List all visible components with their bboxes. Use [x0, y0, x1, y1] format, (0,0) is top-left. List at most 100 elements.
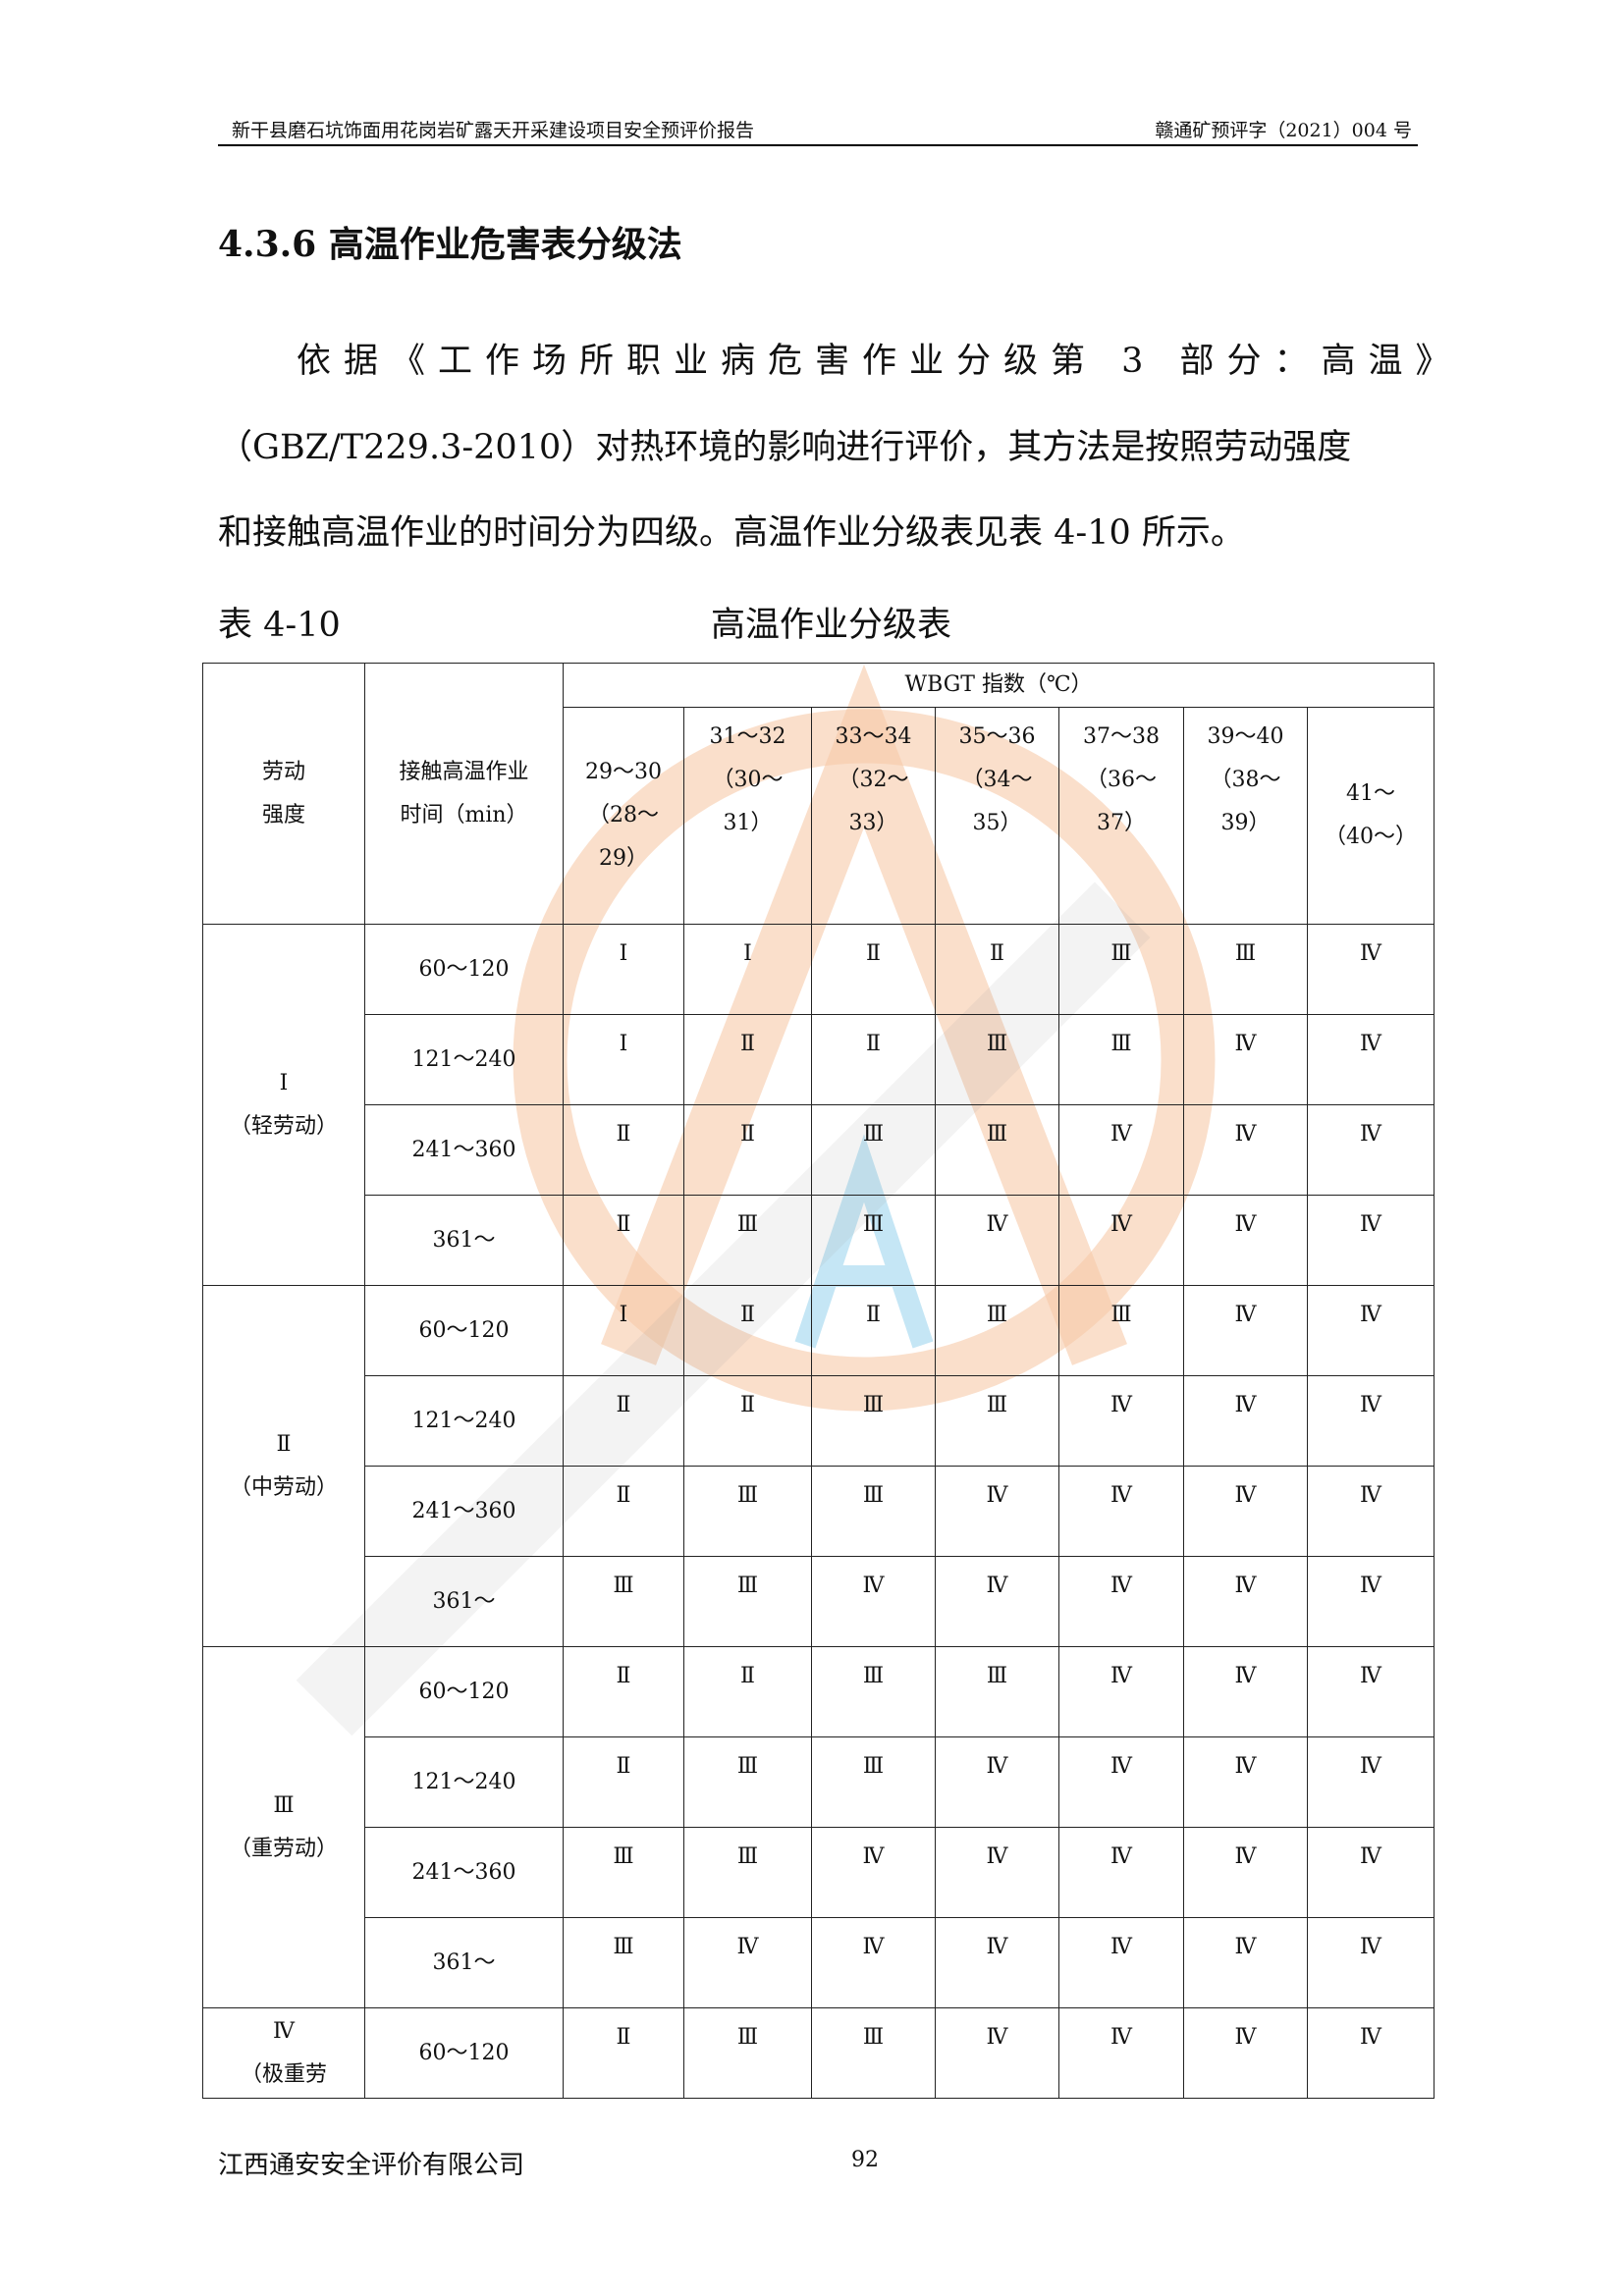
- grade-cell: Ⅲ: [811, 1466, 936, 1557]
- table-row: Ⅲ （重劳动） 60～120 Ⅱ Ⅱ Ⅲ Ⅲ Ⅳ Ⅳ Ⅳ: [202, 1646, 1435, 2008]
- table-row: 121～240 Ⅱ Ⅱ Ⅲ Ⅲ Ⅳ Ⅳ Ⅳ: [203, 1375, 1435, 1467]
- grade-cell: Ⅳ: [1058, 1736, 1184, 1828]
- grade-cell: Ⅲ: [683, 2007, 812, 2099]
- grade-cell: Ⅳ: [1306, 1466, 1435, 1557]
- grade-cell: Ⅱ: [935, 924, 1059, 1015]
- grade-cell: Ⅲ: [1058, 1014, 1184, 1105]
- wbgt-column-header: 33～34 （32～ 33）: [811, 707, 936, 925]
- grade-cell: Ⅳ: [1183, 1375, 1308, 1467]
- grade-cell: Ⅲ: [811, 1195, 936, 1286]
- paragraph-line: 依据《工作场所职业病危害作业分级第 3 部分：高温》: [297, 342, 1463, 381]
- grade-cell: Ⅳ: [1306, 924, 1435, 1015]
- grade-cell: Ⅳ: [935, 1736, 1059, 1828]
- high-temperature-grading-table: 劳动 强度 接触高温作业 时间（min） WBGT 指数（℃） 29～30 （2…: [202, 663, 1435, 2099]
- paragraph-line: （GBZ/T229.3-2010）对热环境的影响进行评价，其方法是按照劳动强度: [218, 428, 1352, 467]
- wbgt-column-header: 37～38 （36～ 37）: [1058, 707, 1184, 925]
- grade-cell: Ⅳ: [935, 2007, 1059, 2099]
- exposure-time-cell: 241～360: [364, 1104, 564, 1196]
- grade-cell: Ⅱ: [563, 2007, 684, 2099]
- grade-cell: Ⅱ: [563, 1466, 684, 1557]
- grade-cell: Ⅳ: [1058, 1466, 1184, 1557]
- grade-cell: Ⅳ: [1183, 1556, 1308, 1647]
- grade-cell: Ⅳ: [1306, 1556, 1435, 1647]
- grade-cell: Ⅳ: [1058, 2007, 1184, 2099]
- grade-cell: Ⅳ: [1183, 1646, 1308, 1737]
- grade-cell: Ⅳ: [811, 1556, 936, 1647]
- page-number: 92: [851, 2148, 879, 2172]
- header-labor-intensity: 劳动 强度: [202, 663, 365, 925]
- grade-cell: Ⅱ: [811, 1285, 936, 1376]
- grade-cell: Ⅳ: [1183, 2007, 1308, 2099]
- paragraph-line: 和接触高温作业的时间分为四级。高温作业分级表见表 4-10 所示。: [218, 513, 1245, 553]
- grade-cell: Ⅳ: [1058, 1375, 1184, 1467]
- table-row: Ⅱ （中劳动） 60～120 Ⅰ Ⅱ Ⅱ Ⅲ Ⅲ Ⅳ Ⅳ: [202, 1285, 1435, 1647]
- grade-cell: Ⅳ: [1306, 1285, 1435, 1376]
- grade-cell: Ⅲ: [683, 1195, 812, 1286]
- table-number: 表 4-10: [218, 606, 341, 645]
- grade-cell: Ⅲ: [683, 1827, 812, 1918]
- exposure-time-cell: 60～120: [364, 1285, 564, 1376]
- grade-cell: Ⅲ: [811, 1736, 936, 1828]
- grade-cell: Ⅳ: [935, 1195, 1059, 1286]
- wbgt-column-header: 39～40 （38～ 39）: [1183, 707, 1308, 925]
- grade-cell: Ⅳ: [1306, 2007, 1435, 2099]
- grade-cell: Ⅲ: [563, 1827, 684, 1918]
- grade-cell: Ⅲ: [935, 1646, 1059, 1737]
- labor-intensity-cell: Ⅰ （轻劳动）: [202, 924, 365, 1286]
- grade-cell: Ⅳ: [1058, 1917, 1184, 2008]
- exposure-time-cell: 361～: [364, 1195, 564, 1286]
- grade-cell: Ⅳ: [1058, 1556, 1184, 1647]
- exposure-time-cell: 361～: [364, 1556, 564, 1647]
- wbgt-column-header: 29～30 （28～ 29）: [563, 707, 684, 925]
- grade-cell: Ⅳ: [1183, 1917, 1308, 2008]
- grade-cell: Ⅳ: [1058, 1646, 1184, 1737]
- wbgt-column-header: 31～32 （30～ 31）: [683, 707, 812, 925]
- table-row: 241～360 Ⅱ Ⅱ Ⅲ Ⅲ Ⅳ Ⅳ Ⅳ: [203, 1104, 1435, 1196]
- grade-cell: Ⅳ: [1058, 1195, 1184, 1286]
- header-wbgt: WBGT 指数（℃）: [562, 663, 1435, 708]
- grade-cell: Ⅲ: [563, 1556, 684, 1647]
- grade-cell: Ⅱ: [563, 1104, 684, 1196]
- grade-cell: Ⅳ: [1183, 1195, 1308, 1286]
- table-row: 121～240 Ⅱ Ⅲ Ⅲ Ⅳ Ⅳ Ⅳ Ⅳ: [203, 1736, 1435, 1828]
- labor-intensity-cell: Ⅲ （重劳动）: [202, 1646, 365, 2008]
- table-title: 高温作业分级表: [711, 606, 952, 645]
- grade-cell: Ⅳ: [1183, 1827, 1308, 1918]
- header-title: 新干县磨石坑饰面用花岗岩矿露天开采建设项目安全预评价报告: [232, 120, 755, 141]
- grade-cell: Ⅲ: [935, 1285, 1059, 1376]
- grade-cell: Ⅳ: [811, 1827, 936, 1918]
- table-row: 361～ Ⅲ Ⅲ Ⅳ Ⅳ Ⅳ Ⅳ Ⅳ: [203, 1556, 1435, 1647]
- exposure-time-cell: 241～360: [364, 1466, 564, 1557]
- header-doc-number: 赣通矿预评字（2021）004 号: [1155, 120, 1412, 141]
- grade-cell: Ⅱ: [563, 1646, 684, 1737]
- grade-cell: Ⅲ: [683, 1736, 812, 1828]
- grade-cell: Ⅳ: [1183, 1285, 1308, 1376]
- grade-cell: Ⅳ: [811, 1917, 936, 2008]
- grade-cell: Ⅲ: [563, 1917, 684, 2008]
- wbgt-column-header: 35～36 （34～ 35）: [935, 707, 1059, 925]
- grade-cell: Ⅳ: [1306, 1014, 1435, 1105]
- grade-cell: Ⅱ: [683, 1104, 812, 1196]
- grade-cell: Ⅳ: [1306, 1917, 1435, 2008]
- grade-cell: Ⅳ: [935, 1917, 1059, 2008]
- grade-cell: Ⅳ: [935, 1466, 1059, 1557]
- grade-cell: Ⅲ: [935, 1104, 1059, 1196]
- grade-cell: Ⅳ: [1183, 1104, 1308, 1196]
- grade-cell: Ⅲ: [811, 1104, 936, 1196]
- grade-cell: Ⅰ: [683, 924, 812, 1015]
- table-row: 241～360 Ⅱ Ⅲ Ⅲ Ⅳ Ⅳ Ⅳ Ⅳ: [203, 1466, 1435, 1557]
- grade-cell: Ⅳ: [1058, 1827, 1184, 1918]
- grade-cell: Ⅲ: [1183, 924, 1308, 1015]
- table-row: 361～ Ⅱ Ⅲ Ⅲ Ⅳ Ⅳ Ⅳ Ⅳ: [203, 1195, 1435, 1286]
- grade-cell: Ⅱ: [683, 1646, 812, 1737]
- grade-cell: Ⅳ: [1306, 1195, 1435, 1286]
- exposure-time-cell: 60～120: [364, 1646, 564, 1737]
- header-divider: [218, 144, 1418, 146]
- grade-cell: Ⅲ: [683, 1556, 812, 1647]
- grade-cell: Ⅳ: [1306, 1827, 1435, 1918]
- grade-cell: Ⅱ: [563, 1736, 684, 1828]
- grade-cell: Ⅳ: [1183, 1014, 1308, 1105]
- grade-cell: Ⅲ: [935, 1375, 1059, 1467]
- grade-cell: Ⅳ: [1183, 1466, 1308, 1557]
- grade-cell: Ⅱ: [683, 1375, 812, 1467]
